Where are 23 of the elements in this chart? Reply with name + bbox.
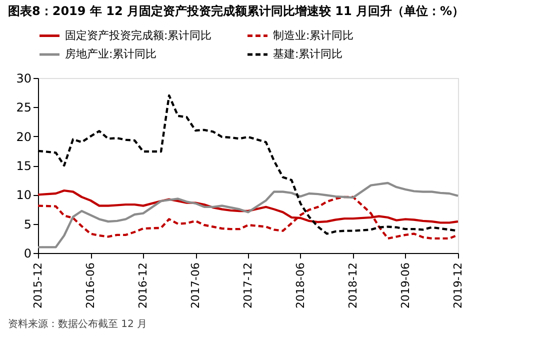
x-tick-label: 2017-06 <box>189 262 202 308</box>
legend-label: 房地产业:累计同比 <box>65 48 157 60</box>
y-tick-label: 0 <box>24 246 32 260</box>
x-tick-label: 2016-12 <box>136 262 150 308</box>
y-tick-label: 15 <box>16 159 32 173</box>
legend-label: 基建:累计同比 <box>273 48 343 60</box>
text: 资料来源：数据公布截至 12 月 <box>8 318 148 330</box>
chart-title: 图表8：2019 年 12 月固定资产投资完成额累计同比增速较 11 月回升（单位：%） <box>8 4 464 18</box>
x-tick-label: 2016-06 <box>84 262 98 308</box>
y-tick-label: 10 <box>16 188 32 202</box>
y-tick-label: 5 <box>24 217 32 232</box>
legend-label: 固定资产投资完成额:累计同比 <box>65 28 212 42</box>
x-tick-label: 2018-12 <box>346 262 360 308</box>
x-tick-label: 2019-06 <box>398 262 412 308</box>
legend-label: 制造业:累计同比 <box>273 28 354 42</box>
x-tick-label: 2017-12 <box>242 262 255 308</box>
y-tick-label: 20 <box>16 130 32 144</box>
x-tick-label: 2015-12 <box>32 262 44 308</box>
y-tick-label: 30 <box>16 72 32 86</box>
x-tick-label: 2018-06 <box>294 262 307 308</box>
y-tick-label: 25 <box>16 100 32 115</box>
line-series <box>36 182 460 248</box>
x-tick-label: 2019-12 <box>452 262 464 308</box>
